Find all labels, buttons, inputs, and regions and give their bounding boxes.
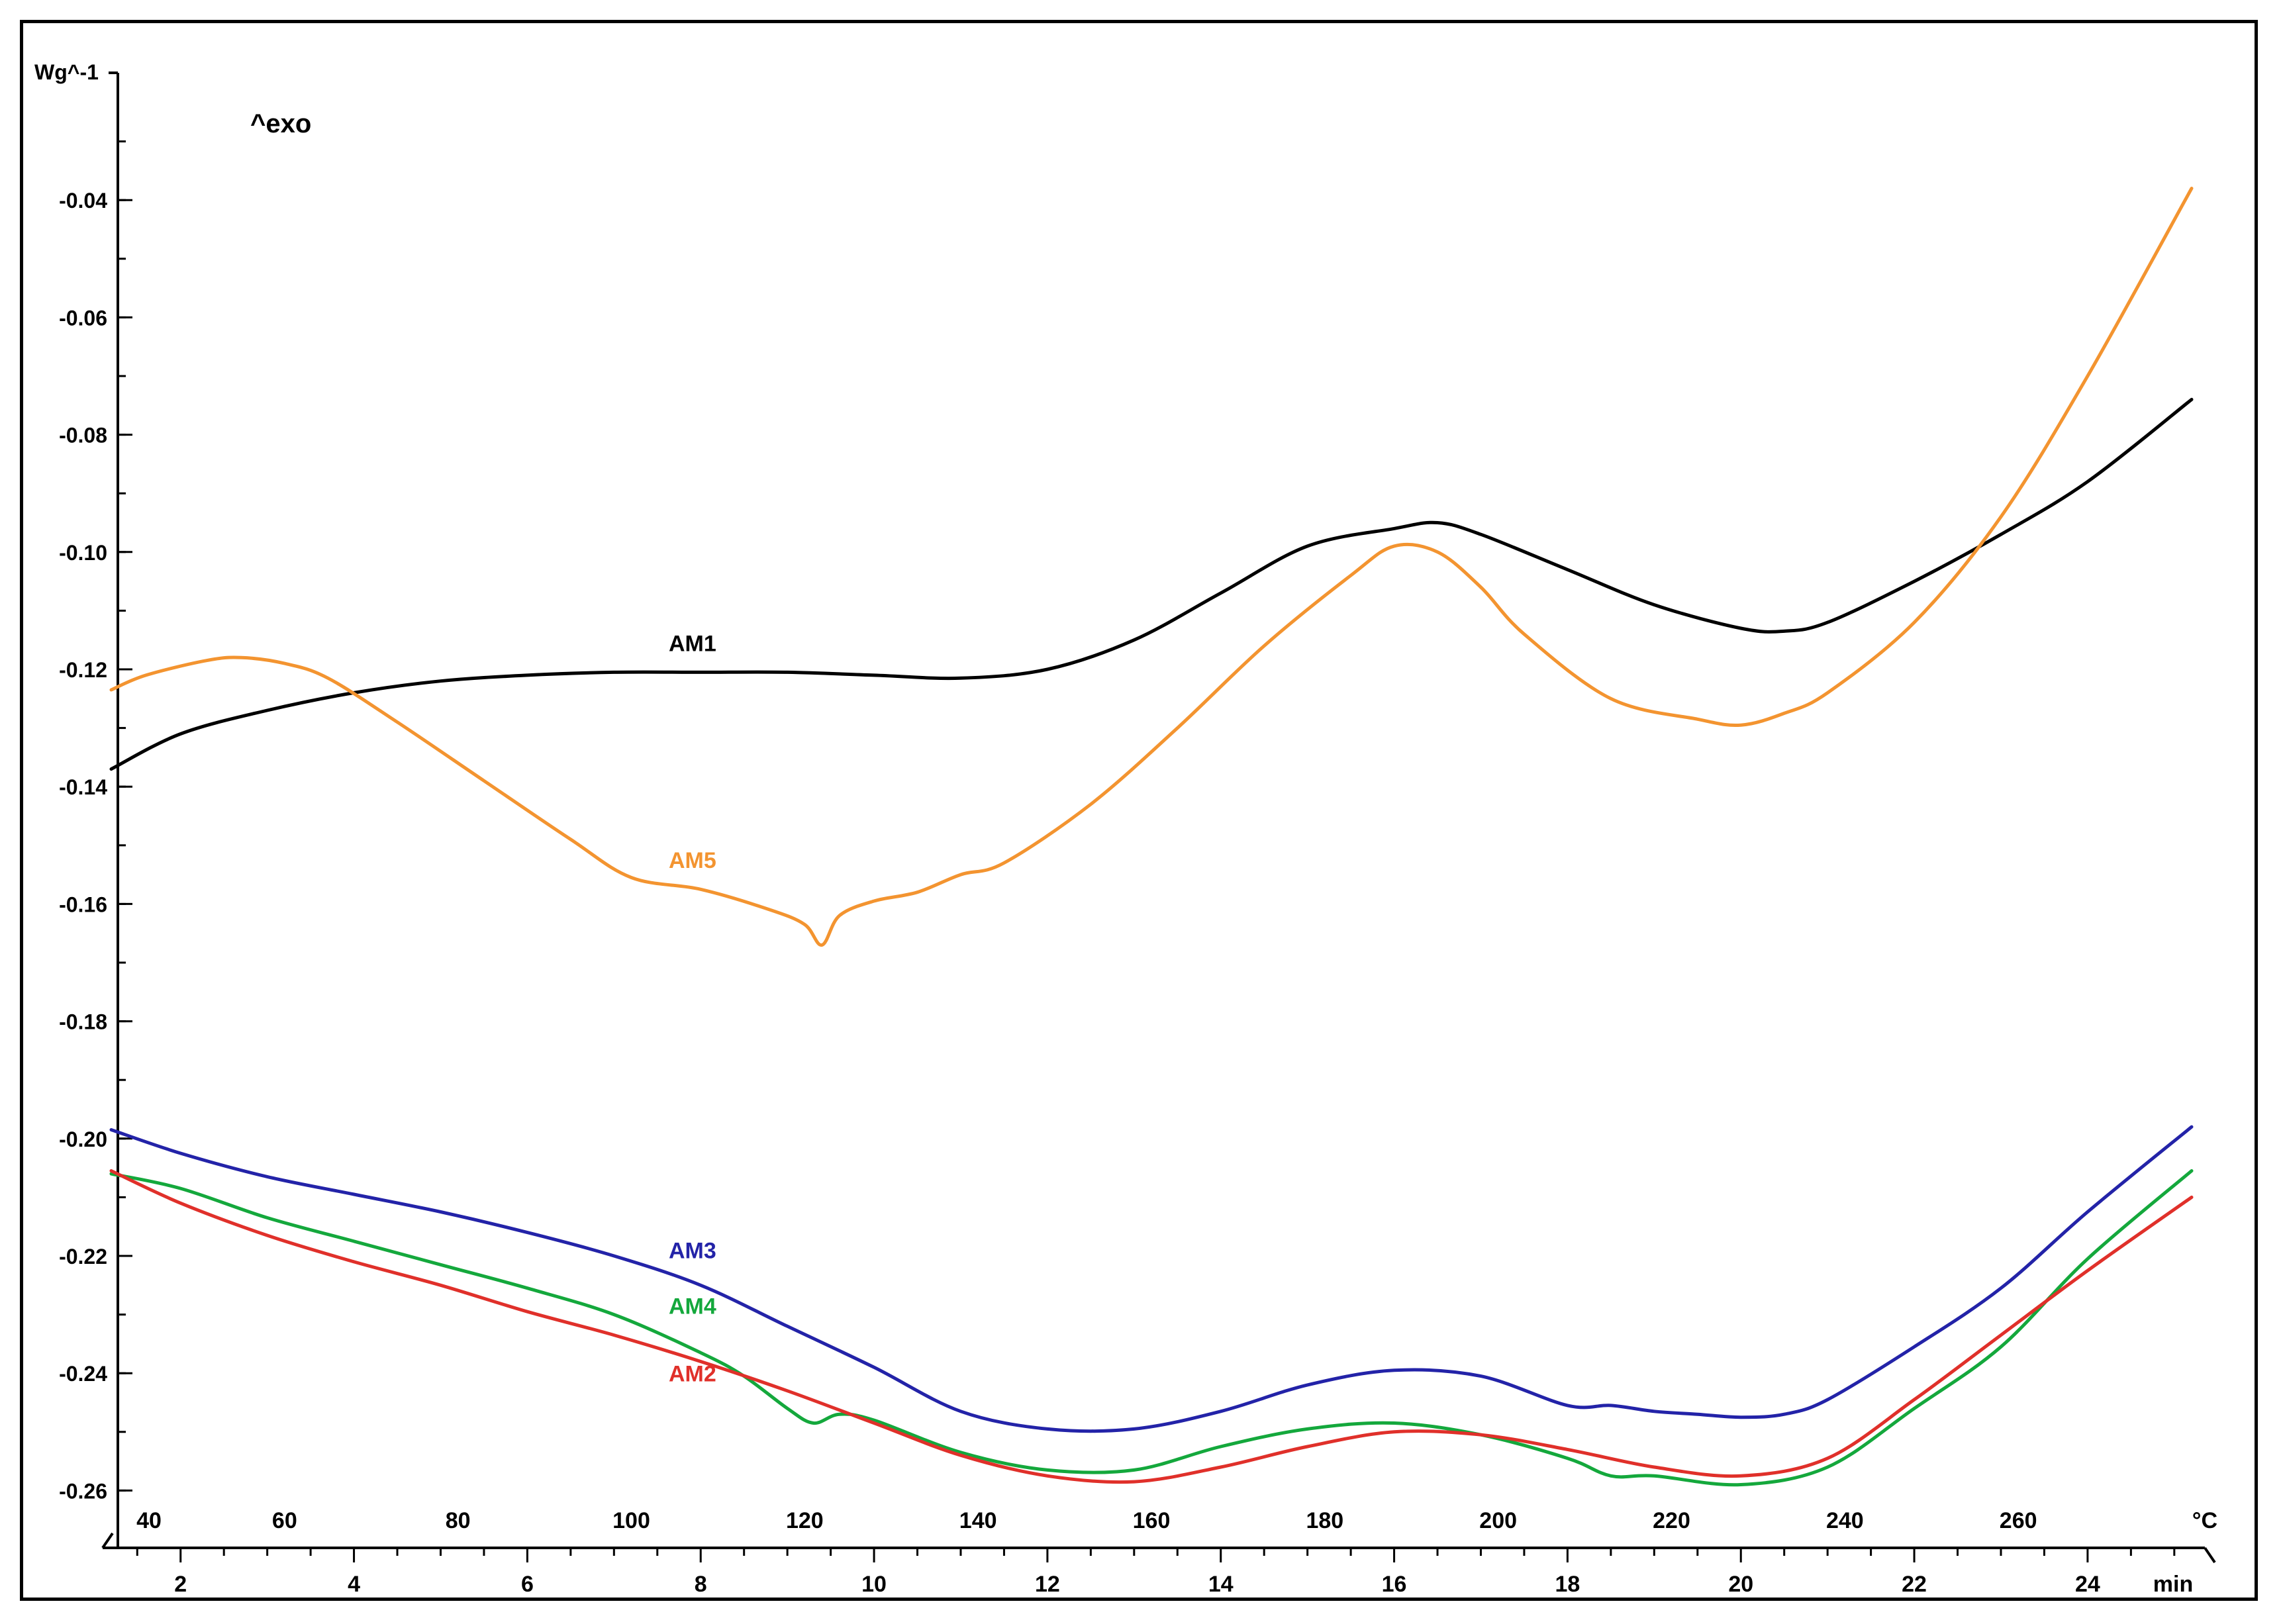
x-temp-tick-label: 120 — [786, 1508, 824, 1533]
x-time-tick-label: 14 — [1208, 1572, 1234, 1597]
y-tick-label: -0.10 — [59, 541, 107, 565]
x-temp-tick-label: 220 — [1653, 1508, 1690, 1533]
x-time-unit: min — [2153, 1572, 2193, 1597]
x-temp-tick-label: 160 — [1133, 1508, 1171, 1533]
x-time-tick-label: 2 — [174, 1572, 187, 1597]
y-tick-label: -0.26 — [59, 1479, 107, 1503]
series-label-am3: AM3 — [669, 1238, 716, 1263]
x-time-tick-label: 10 — [861, 1572, 887, 1597]
y-tick-label: -0.20 — [59, 1127, 107, 1151]
series-line-am4 — [109, 1169, 2194, 1487]
series-line-am3 — [109, 1125, 2194, 1433]
x-temp-tick-label: 180 — [1306, 1508, 1343, 1533]
x-time-tick-label: 18 — [1555, 1572, 1580, 1597]
x-time-tick-label: 24 — [2075, 1572, 2100, 1597]
x-time-tick-label: 22 — [1902, 1572, 1927, 1597]
x-temp-tick-label: 240 — [1826, 1508, 1864, 1533]
y-tick-label: -0.14 — [59, 775, 107, 799]
y-tick-label: -0.12 — [59, 658, 107, 682]
x-temp-tick-label: 100 — [612, 1508, 650, 1533]
series-label-am2: AM2 — [669, 1361, 716, 1386]
y-tick-label: -0.04 — [59, 189, 107, 213]
series-line-am2 — [109, 1169, 2194, 1484]
x-time-tick-label: 4 — [348, 1572, 360, 1597]
series-line-am1 — [109, 397, 2194, 771]
x-temp-tick-label: 40 — [136, 1508, 162, 1533]
x-temp-tick-label: 200 — [1479, 1508, 1517, 1533]
series-line-am5 — [109, 187, 2194, 947]
x-time-tick-label: 20 — [1728, 1572, 1753, 1597]
y-tick-label: -0.22 — [59, 1245, 107, 1268]
x-temp-tick-label: 60 — [272, 1508, 297, 1533]
y-tick-label: -0.24 — [59, 1362, 107, 1386]
series-label-am4: AM4 — [669, 1294, 716, 1319]
series-layer: AM1 AM5 AM3 AM4 AM2 — [109, 187, 2194, 1487]
figure-frame — [20, 20, 2258, 1601]
x-temp-tick-label: 140 — [959, 1508, 997, 1533]
x-temp-tick-label: 80 — [446, 1508, 471, 1533]
x-time-tick-label: 8 — [695, 1572, 707, 1597]
exo-annotation: ^exo — [250, 109, 311, 138]
x-time-tick-label: 12 — [1035, 1572, 1060, 1597]
y-axis-label: Wg^-1 — [34, 60, 99, 84]
y-tick-label: -0.06 — [59, 306, 107, 330]
x-time-tick-label: 6 — [521, 1572, 534, 1597]
x-temp-unit: °C — [2192, 1508, 2217, 1533]
x-time-tick-label: 16 — [1382, 1572, 1407, 1597]
x-axis-left-hook — [101, 1532, 114, 1549]
series-label-am5: AM5 — [669, 848, 716, 873]
y-tick-label: -0.18 — [59, 1010, 107, 1034]
y-tick-label: -0.16 — [59, 892, 107, 916]
series-label-am1: AM1 — [669, 631, 716, 656]
x-temp-tick-label: 260 — [2000, 1508, 2037, 1533]
axes: -0.04 -0.06 -0.08 -0.10 -0.12 -0.14 -0.16 -0.18… — [59, 72, 2217, 1597]
x-axis-right-hook — [2204, 1547, 2216, 1564]
y-tick-label: -0.08 — [59, 424, 107, 448]
